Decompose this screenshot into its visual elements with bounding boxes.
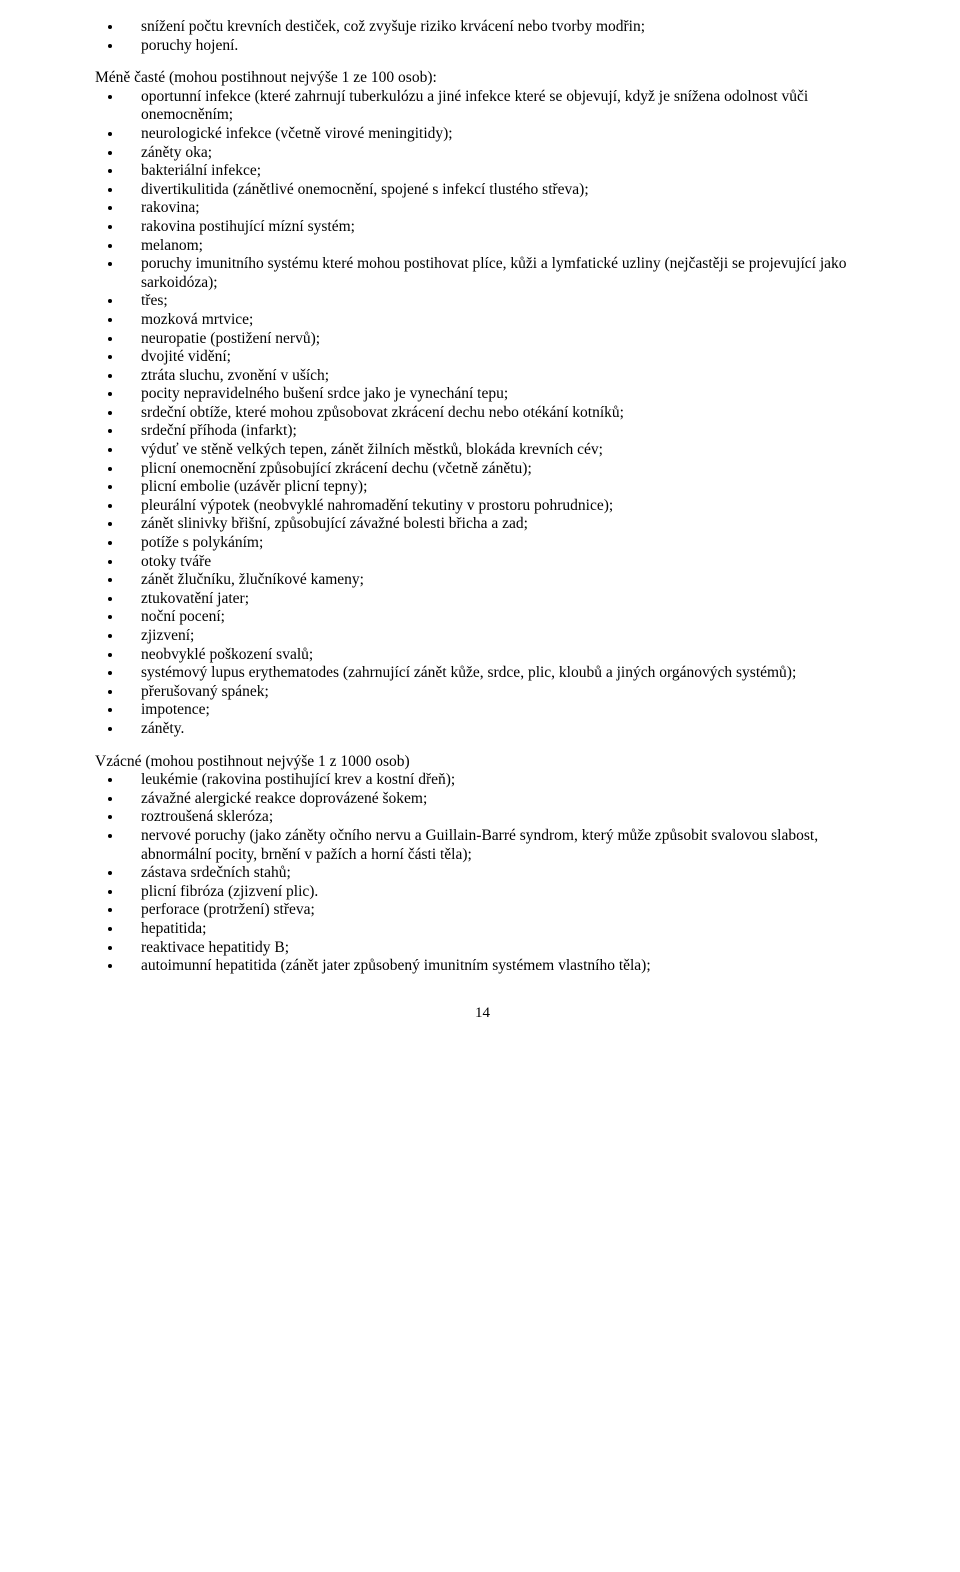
list-item: neurologické infekce (včetně virové meni…: [123, 125, 870, 144]
list-item: přerušovaný spánek;: [123, 683, 870, 702]
list-item: noční pocení;: [123, 608, 870, 627]
list-item: bakteriální infekce;: [123, 162, 870, 181]
list-item: snížení počtu krevních destiček, což zvy…: [123, 18, 870, 37]
list-item: poruchy imunitního systému které mohou p…: [123, 255, 870, 292]
section2-heading: Vzácné (mohou postihnout nejvýše 1 z 100…: [95, 753, 870, 772]
list-item: závažné alergické reakce doprovázené šok…: [123, 790, 870, 809]
section1-list: oportunní infekce (které zahrnují tuberk…: [95, 88, 870, 739]
list-item: zánět žlučníku, žlučníkové kameny;: [123, 571, 870, 590]
section2-list: leukémie (rakovina postihující krev a ko…: [95, 771, 870, 976]
page-number: 14: [95, 1004, 870, 1022]
list-item: dvojité vidění;: [123, 348, 870, 367]
list-item: srdeční obtíže, které mohou způsobovat z…: [123, 404, 870, 423]
list-item: pleurální výpotek (neobvyklé nahromadění…: [123, 497, 870, 516]
list-item: autoimunní hepatitida (zánět jater způso…: [123, 957, 870, 976]
list-item: poruchy hojení.: [123, 37, 870, 56]
list-item: záněty.: [123, 720, 870, 739]
list-item: reaktivace hepatitidy B;: [123, 939, 870, 958]
list-item: mozková mrtvice;: [123, 311, 870, 330]
list-item: zástava srdečních stahů;: [123, 864, 870, 883]
top-list: snížení počtu krevních destiček, což zvy…: [95, 18, 870, 55]
list-item: pocity nepravidelného bušení srdce jako …: [123, 385, 870, 404]
list-item: impotence;: [123, 701, 870, 720]
list-item: ztukovatění jater;: [123, 590, 870, 609]
list-item: nervové poruchy (jako záněty očního nerv…: [123, 827, 870, 864]
list-item: potíže s polykáním;: [123, 534, 870, 553]
list-item: plicní onemocnění způsobující zkrácení d…: [123, 460, 870, 479]
list-item: srdeční příhoda (infarkt);: [123, 422, 870, 441]
list-item: ztráta sluchu, zvonění v uších;: [123, 367, 870, 386]
list-item: hepatitida;: [123, 920, 870, 939]
list-item: záněty oka;: [123, 144, 870, 163]
list-item: melanom;: [123, 237, 870, 256]
list-item: plicní embolie (uzávěr plicní tepny);: [123, 478, 870, 497]
list-item: zánět slinivky břišní, způsobující závaž…: [123, 515, 870, 534]
list-item: roztroušená skleróza;: [123, 808, 870, 827]
list-item: neuropatie (postižení nervů);: [123, 330, 870, 349]
list-item: otoky tváře: [123, 553, 870, 572]
list-item: oportunní infekce (které zahrnují tuberk…: [123, 88, 870, 125]
list-item: třes;: [123, 292, 870, 311]
list-item: neobvyklé poškození svalů;: [123, 646, 870, 665]
section1-heading: Méně časté (mohou postihnout nejvýše 1 z…: [95, 69, 870, 88]
list-item: divertikulitida (zánětlivé onemocnění, s…: [123, 181, 870, 200]
list-item: systémový lupus erythematodes (zahrnujíc…: [123, 664, 870, 683]
list-item: plicní fibróza (zjizvení plic).: [123, 883, 870, 902]
list-item: zjizvení;: [123, 627, 870, 646]
list-item: rakovina postihující mízní systém;: [123, 218, 870, 237]
list-item: perforace (protržení) střeva;: [123, 901, 870, 920]
list-item: výduť ve stěně velkých tepen, zánět žiln…: [123, 441, 870, 460]
list-item: rakovina;: [123, 199, 870, 218]
list-item: leukémie (rakovina postihující krev a ko…: [123, 771, 870, 790]
